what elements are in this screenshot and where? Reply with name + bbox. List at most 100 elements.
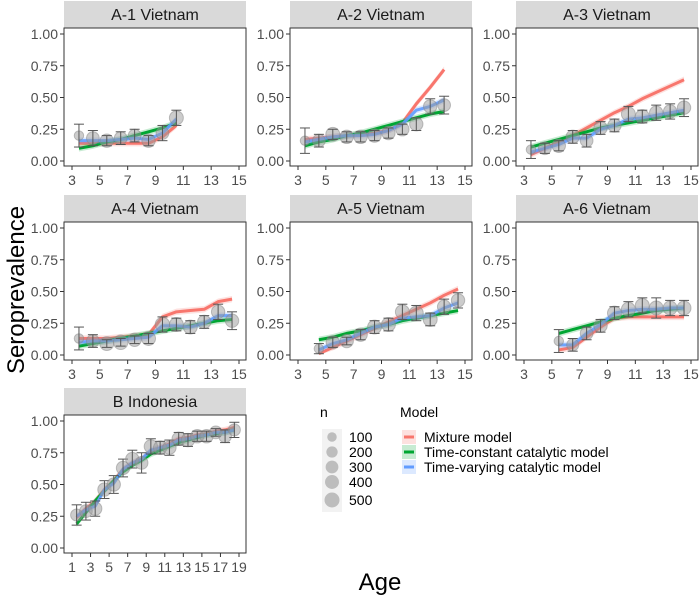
error-bar — [341, 131, 352, 143]
error-bar — [665, 103, 676, 120]
y-tick-label: 0.00 — [257, 347, 284, 363]
x-tick-label: 9 — [378, 172, 386, 188]
error-bar — [355, 329, 366, 341]
error-bar — [227, 311, 238, 331]
x-tick-label: 13 — [429, 172, 445, 188]
mixture-ribbon — [78, 295, 233, 342]
error-bar — [73, 326, 84, 351]
x-tick-label: 3 — [520, 366, 528, 382]
error-bar — [129, 128, 140, 143]
error-bar — [341, 336, 352, 346]
facet-panel: A-1 Vietnam 0.00 0.25 0.50 0.75 1.00 3 5 7 9 11 13 1… — [31, 1, 247, 188]
error-bar — [453, 292, 464, 309]
x-tick-label: 5 — [105, 559, 113, 575]
x-tick-label: 7 — [350, 172, 358, 188]
y-tick-label: 0.50 — [31, 90, 58, 106]
error-bar — [136, 452, 147, 474]
legend-size-label: 400 — [349, 474, 373, 490]
error-bar — [383, 317, 394, 332]
x-tick-label: 3 — [520, 172, 528, 188]
x-tick-label: 3 — [294, 172, 302, 188]
error-bar — [213, 303, 224, 320]
legend-size-label: 500 — [349, 492, 373, 508]
legend-size-label: 200 — [349, 444, 373, 460]
x-tick-label: 1 — [68, 559, 76, 575]
error-bar — [157, 124, 168, 142]
facet-title: A-2 Vietnam — [337, 7, 425, 24]
x-tick-label: 11 — [176, 172, 191, 188]
x-tick-label: 15 — [683, 172, 699, 188]
error-bar — [623, 105, 634, 123]
facet-panel: A-6 Vietnam 0.00 0.25 0.50 0.75 1.00 3 5 7 9 11 13 1… — [483, 195, 699, 382]
x-tick-label: 15 — [194, 559, 210, 575]
x-tick-label: 7 — [576, 366, 584, 382]
x-tick-label: 13 — [203, 366, 219, 382]
y-tick-label: 1.00 — [31, 413, 58, 429]
error-bar — [567, 337, 578, 352]
error-bar — [637, 297, 648, 314]
error-bar — [369, 320, 380, 334]
x-tick-label: 5 — [96, 172, 104, 188]
error-bar — [553, 329, 564, 353]
facet-strip — [290, 1, 472, 28]
error-bar — [327, 128, 338, 140]
error-bar — [327, 336, 338, 348]
x-tick-label: 9 — [142, 559, 150, 575]
error-bar — [553, 140, 564, 152]
error-bar — [651, 297, 662, 319]
error-bar — [679, 98, 690, 118]
error-bar — [397, 123, 408, 135]
y-tick-label: 0.00 — [31, 153, 58, 169]
facet-title: A-5 Vietnam — [337, 201, 425, 218]
x-tick-label: 9 — [152, 366, 160, 382]
error-bar — [127, 449, 138, 469]
y-tick-label: 1.00 — [483, 220, 510, 236]
x-tick-label: 5 — [96, 366, 104, 382]
error-bar — [411, 304, 422, 322]
facet-strip — [516, 1, 698, 28]
legend-model-label: Time-varying catalytic model — [424, 459, 601, 475]
y-tick-label: 0.00 — [31, 540, 58, 556]
error-bar — [155, 440, 166, 455]
y-tick-label: 0.25 — [483, 121, 510, 137]
x-tick-label: 11 — [402, 172, 417, 188]
y-tick-label: 0.25 — [31, 121, 58, 137]
y-tick-label: 0.50 — [31, 284, 58, 300]
x-tick-label: 7 — [124, 366, 132, 382]
facet-title: A-6 Vietnam — [563, 201, 651, 218]
legend-size-circle — [326, 446, 338, 458]
y-tick-label: 0.25 — [483, 315, 510, 331]
legend-size-label: 300 — [349, 459, 373, 475]
facet-strip — [64, 388, 246, 415]
facet-title: B Indonesia — [113, 394, 198, 411]
error-bar — [595, 318, 606, 333]
y-tick-label: 1.00 — [257, 220, 284, 236]
x-tick-label: 3 — [68, 366, 76, 382]
error-bar — [665, 299, 676, 317]
x-tick-label: 9 — [378, 366, 386, 382]
error-bar — [115, 131, 126, 145]
error-bar — [87, 334, 98, 348]
error-bar — [129, 335, 140, 345]
error-bar — [439, 298, 450, 315]
x-tick-label: 11 — [176, 366, 191, 382]
y-tick-label: 0.75 — [483, 58, 510, 74]
error-bar — [609, 306, 620, 320]
error-bar — [679, 299, 690, 317]
y-tick-label: 0.25 — [31, 508, 58, 524]
error-bar — [192, 430, 203, 442]
error-bar — [313, 133, 324, 148]
x-tick-label: 15 — [231, 366, 247, 382]
error-bar — [115, 337, 126, 347]
error-bar — [609, 118, 620, 133]
x-tick-label: 7 — [124, 559, 132, 575]
x-tick-label: 5 — [548, 172, 556, 188]
error-bar — [425, 312, 436, 327]
facet-panel: A-2 Vietnam 0.00 0.25 0.50 0.75 1.00 3 5 7 9 11 13 1… — [257, 1, 473, 188]
legend-size-circle — [325, 460, 339, 474]
y-tick-label: 1.00 — [483, 26, 510, 42]
y-tick-label: 0.75 — [257, 58, 284, 74]
y-tick-label: 1.00 — [257, 26, 284, 42]
